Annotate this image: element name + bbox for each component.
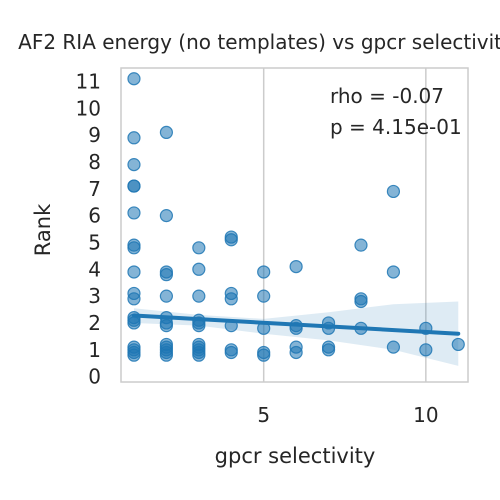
plot-frame bbox=[120, 67, 469, 383]
data-point bbox=[257, 265, 271, 279]
x-tick-label: 10 bbox=[413, 403, 438, 427]
y-tick-labels: 0 1 2 3 4 56 7 8 9 10 11 bbox=[76, 69, 101, 388]
data-point bbox=[127, 131, 141, 145]
data-point bbox=[192, 241, 206, 255]
data-point bbox=[127, 206, 141, 220]
x-tick-label: 5 bbox=[257, 403, 270, 427]
y-tick-label: 11 bbox=[76, 69, 101, 93]
data-point bbox=[127, 348, 141, 362]
data-point bbox=[159, 348, 174, 362]
data-point bbox=[224, 345, 238, 360]
data-point bbox=[451, 337, 465, 352]
data-point bbox=[159, 289, 174, 303]
data-point bbox=[192, 319, 206, 333]
data-point bbox=[127, 316, 141, 330]
data-point bbox=[127, 158, 141, 172]
data-point bbox=[192, 262, 206, 276]
data-point bbox=[192, 348, 206, 362]
data-point bbox=[127, 265, 141, 279]
rho-annotation: rho = -0.07 bbox=[330, 84, 444, 108]
p-value-annotation: p = 4.15e-01 bbox=[330, 115, 462, 139]
y-tick-label: 7 bbox=[88, 177, 101, 201]
y-tick-label: 2 bbox=[88, 311, 101, 335]
data-point bbox=[257, 289, 271, 303]
y-tick-label: 0 bbox=[88, 365, 101, 389]
y-tick-label: 1 bbox=[88, 338, 101, 362]
data-point bbox=[159, 209, 174, 223]
y-tick-label: 9 bbox=[88, 123, 101, 147]
data-point bbox=[257, 348, 271, 362]
y-tick-label: 10 bbox=[76, 96, 101, 120]
x-tick-labels: 5 10 bbox=[257, 403, 438, 427]
data-point bbox=[289, 259, 303, 274]
data-point bbox=[289, 345, 303, 360]
data-point bbox=[386, 340, 401, 354]
data-point bbox=[159, 268, 174, 282]
y-axis-label: Rank bbox=[31, 203, 55, 256]
data-point bbox=[159, 125, 174, 140]
y-tick-label: 8 bbox=[88, 150, 101, 174]
data-point bbox=[127, 241, 141, 255]
data-point bbox=[224, 292, 238, 306]
data-point bbox=[419, 343, 433, 357]
data-point bbox=[354, 294, 368, 309]
y-tick-label: 3 bbox=[88, 284, 101, 308]
data-point bbox=[127, 179, 141, 193]
data-point bbox=[127, 72, 141, 86]
data-point bbox=[321, 343, 336, 357]
data-point bbox=[192, 289, 206, 303]
data-point bbox=[354, 238, 368, 252]
data-point bbox=[224, 233, 238, 247]
chart-title: AF2 RIA energy (no templates) vs gpcr se… bbox=[18, 30, 500, 54]
y-tick-label: 5 bbox=[88, 230, 101, 254]
y-tick-label: 4 bbox=[88, 257, 101, 281]
data-point bbox=[159, 319, 174, 333]
x-axis-label: gpcr selectivity bbox=[215, 444, 376, 468]
data-point bbox=[386, 184, 401, 199]
data-point bbox=[127, 292, 141, 306]
scatter-points bbox=[127, 72, 465, 362]
y-tick-label: 6 bbox=[88, 204, 101, 228]
regression-line bbox=[131, 313, 461, 336]
data-point bbox=[386, 265, 401, 279]
